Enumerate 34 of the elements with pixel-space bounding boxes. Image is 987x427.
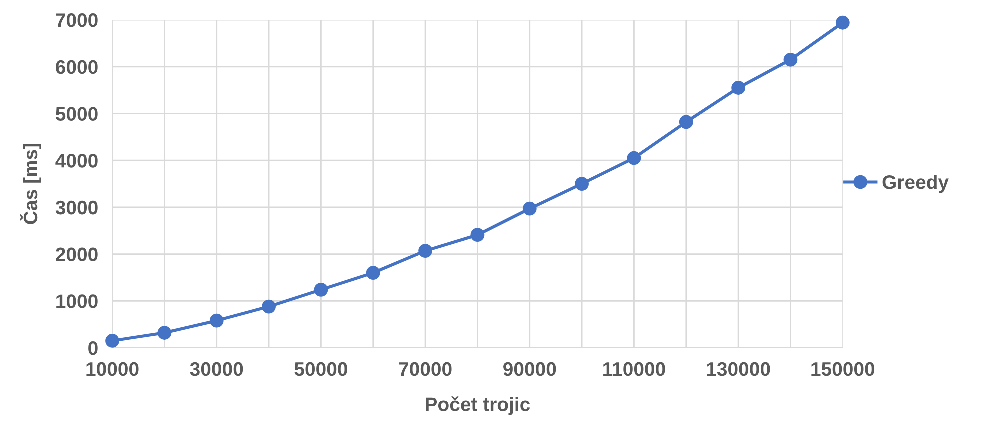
x-tick-label: 130000 xyxy=(707,362,770,376)
x-tick-label: 90000 xyxy=(504,362,556,376)
y-tick-label: 0 xyxy=(88,341,98,356)
y-tick-label: 6000 xyxy=(56,60,98,74)
x-axis-title: Počet trojic xyxy=(426,396,530,416)
point xyxy=(470,228,485,242)
x-tick-label: 150000 xyxy=(812,362,875,376)
point xyxy=(575,177,589,191)
point xyxy=(314,282,328,297)
x-tick-label: 10000 xyxy=(86,362,139,376)
point xyxy=(158,326,172,340)
y-tick-label: 1000 xyxy=(56,294,98,308)
point xyxy=(418,244,432,258)
y-tick-label: 7000 xyxy=(56,14,98,28)
point xyxy=(106,334,120,348)
point xyxy=(732,81,746,95)
point xyxy=(627,151,642,166)
y-tick-label: 4000 xyxy=(56,154,98,168)
x-tick-label: 70000 xyxy=(399,362,452,376)
x-tick-label: 30000 xyxy=(190,362,244,376)
point xyxy=(836,16,850,30)
legend-label: Greedy xyxy=(882,174,949,194)
y-tick-label: 5000 xyxy=(56,107,98,121)
point xyxy=(210,314,224,328)
point xyxy=(679,115,694,130)
x-tick-label: 110000 xyxy=(604,362,666,376)
x-tick-label: 50000 xyxy=(294,362,348,376)
point xyxy=(262,300,276,314)
point xyxy=(522,202,537,216)
y-axis-title: Čas [ms] xyxy=(20,144,42,224)
point xyxy=(784,52,798,67)
y-tick-label: 2000 xyxy=(56,248,98,262)
y-tick-label: 3000 xyxy=(56,200,98,215)
point xyxy=(366,266,380,280)
